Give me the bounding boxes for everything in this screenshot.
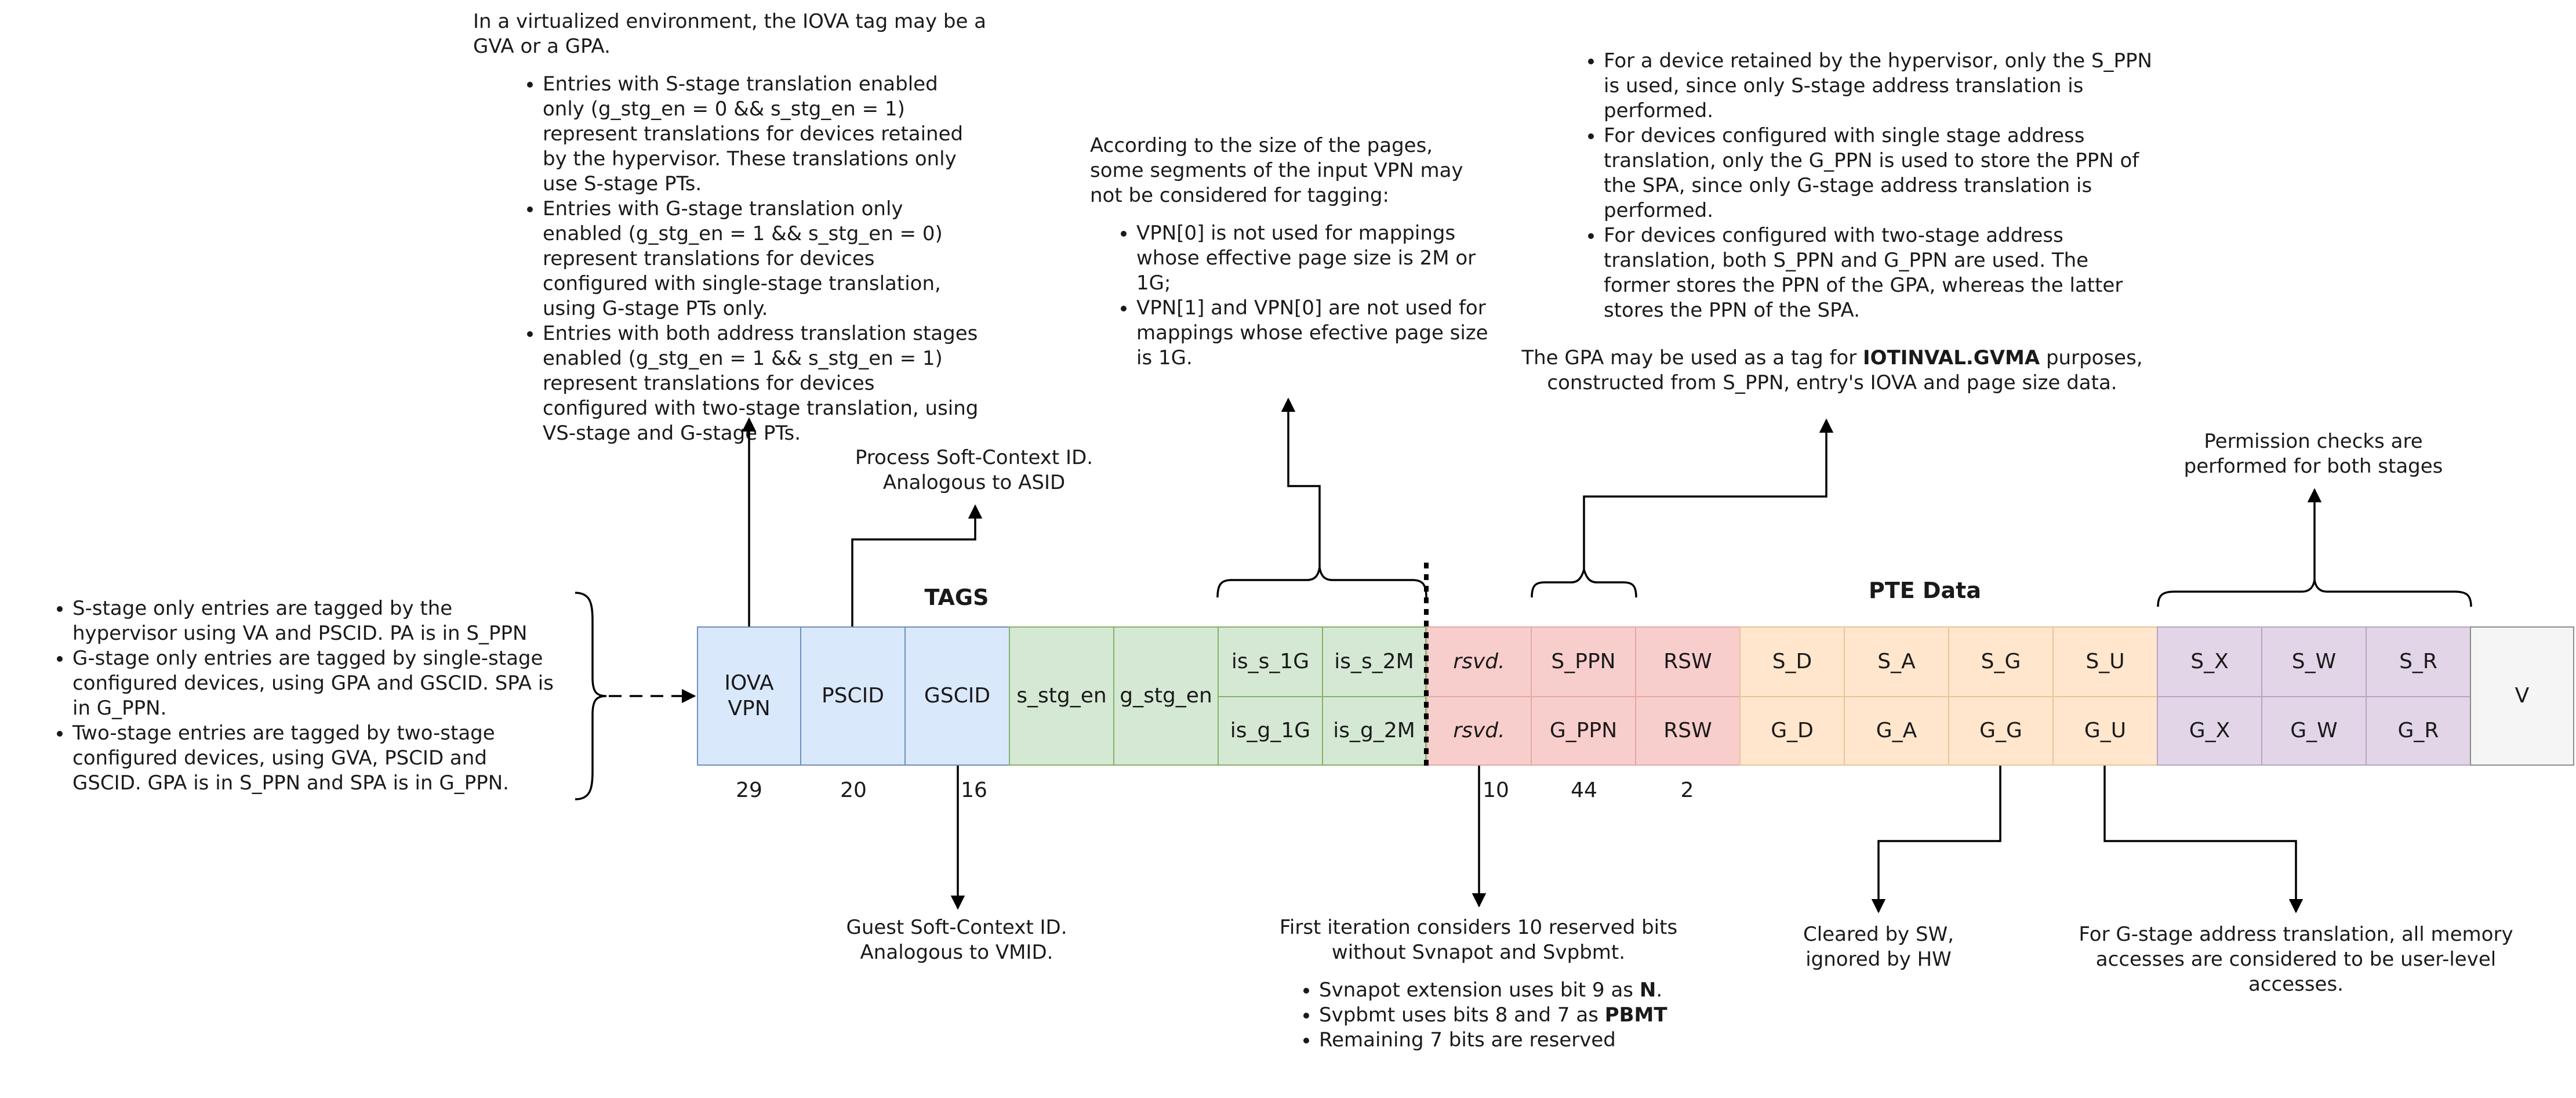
list-item: For a device retained by the hypervisor,… bbox=[1604, 49, 2160, 124]
list-item: VPN[1] and VPN[0] are not used for mappi… bbox=[1136, 296, 1490, 371]
list-item: Entries with G-stage translation only en… bbox=[543, 197, 983, 321]
permission-brace bbox=[2157, 579, 2472, 607]
field-g-ppn: G_PPN bbox=[1531, 696, 1636, 766]
list-item: VPN[0] is not used for mappings whose ef… bbox=[1136, 221, 1490, 296]
ppn-arrow bbox=[1583, 418, 1834, 570]
tags-header: TAGS bbox=[924, 585, 989, 610]
virtualized-intro: In a virtualized environment, the IOVA t… bbox=[473, 10, 987, 58]
g-u-arrow bbox=[2103, 766, 2303, 914]
field-g-g: G_G bbox=[1948, 696, 2054, 766]
bits-gscid: 16 bbox=[961, 778, 987, 802]
iotinval-gvma-label: IOTINVAL.GVMA bbox=[1863, 346, 2040, 369]
g-g-arrow bbox=[1871, 766, 2001, 914]
left-brace bbox=[575, 592, 607, 800]
field-is-g-2m: is_g_2M bbox=[1322, 696, 1426, 766]
list-item: For devices configured with two-stage ad… bbox=[1604, 223, 2160, 323]
bits-rsvd: 10 bbox=[1483, 778, 1509, 802]
field-g-d: G_D bbox=[1739, 696, 1845, 766]
field-is-s-2m: is_s_2M bbox=[1322, 626, 1426, 697]
list-item: Svnapot extension uses bit 9 as N. bbox=[1319, 978, 1690, 1003]
bits-pscid: 20 bbox=[840, 778, 867, 802]
ppn-note: For a device retained by the hypervisor,… bbox=[1565, 49, 2152, 323]
list-item: Svpbmt uses bits 8 and 7 as PBMT bbox=[1319, 1003, 1690, 1028]
field-s-x: S_X bbox=[2157, 626, 2262, 697]
vpn-brace bbox=[1216, 567, 1427, 598]
field-s-stg-en: s_stg_en bbox=[1009, 626, 1114, 766]
permission-note: Permission checks are performed for both… bbox=[2183, 430, 2443, 478]
list-item: For devices configured with single stage… bbox=[1604, 124, 2160, 223]
field-g-stg-en: g_stg_en bbox=[1113, 626, 1219, 766]
list-item: Entries with both address translation st… bbox=[543, 321, 983, 446]
vpn-intro: According to the size of the pages, some… bbox=[1090, 134, 1463, 207]
user-level-note: For G-stage address translation, all mem… bbox=[2079, 923, 2513, 996]
tagging-note: S-stage only entries are tagged by the h… bbox=[17, 596, 557, 796]
field-rsw-g: RSW bbox=[1635, 696, 1741, 766]
list-item: Remaining 7 bits are reserved bbox=[1319, 1028, 1690, 1053]
field-s-ppn: S_PPN bbox=[1531, 626, 1636, 697]
field-g-u: G_U bbox=[2052, 696, 2158, 766]
field-s-a: S_A bbox=[1844, 626, 1949, 697]
gscid-note: Guest Soft-Context ID. Analogous to VMID… bbox=[846, 916, 1067, 964]
bits-iova-vpn: 29 bbox=[736, 778, 762, 802]
bits-ppn: 44 bbox=[1571, 778, 1597, 802]
field-is-s-1g: is_s_1G bbox=[1218, 626, 1323, 697]
list-item: G-stage only entries are tagged by singl… bbox=[72, 646, 557, 721]
field-pscid: PSCID bbox=[800, 626, 906, 766]
field-rsvd-g: rsvd. bbox=[1426, 696, 1532, 766]
bits-rsw: 2 bbox=[1680, 778, 1694, 802]
field-s-w: S_W bbox=[2261, 626, 2367, 697]
virtualized-note: In a virtualized environment, the IOVA t… bbox=[473, 9, 1024, 446]
rsvd-note: First iteration considers 10 reserved bi… bbox=[1276, 915, 1693, 1053]
vpn-note: According to the size of the pages, some… bbox=[1090, 133, 1496, 371]
ppn-brace bbox=[1531, 566, 1637, 598]
field-g-a: G_A bbox=[1844, 696, 1949, 766]
field-is-g-1g: is_g_1G bbox=[1218, 696, 1323, 766]
field-s-r: S_R bbox=[2366, 626, 2471, 697]
field-s-d: S_D bbox=[1739, 626, 1845, 697]
pscid-arrow bbox=[851, 504, 983, 626]
gpa-note: The GPA may be used as a tag for IOTINVA… bbox=[1521, 346, 2143, 394]
pte-data-header: PTE Data bbox=[1869, 578, 1981, 603]
vpn-arrow bbox=[1281, 397, 1321, 567]
field-rsw-s: RSW bbox=[1635, 626, 1741, 697]
list-item: Entries with S-stage translation enabled… bbox=[543, 72, 983, 197]
pscid-note: Process Soft-Context ID. Analogous to AS… bbox=[855, 446, 1093, 494]
list-item: Two-stage entries are tagged by two-stag… bbox=[72, 721, 557, 796]
sw-note: Cleared by SW, ignored by HW bbox=[1803, 923, 1954, 971]
rsvd-intro: First iteration considers 10 reserved bi… bbox=[1279, 916, 1678, 964]
field-iova-vpn: IOVA VPN bbox=[697, 626, 801, 766]
list-item: S-stage only entries are tagged by the h… bbox=[72, 596, 557, 646]
field-v: V bbox=[2470, 626, 2574, 766]
field-g-r: G_R bbox=[2366, 696, 2471, 766]
field-g-w: G_W bbox=[2261, 696, 2367, 766]
